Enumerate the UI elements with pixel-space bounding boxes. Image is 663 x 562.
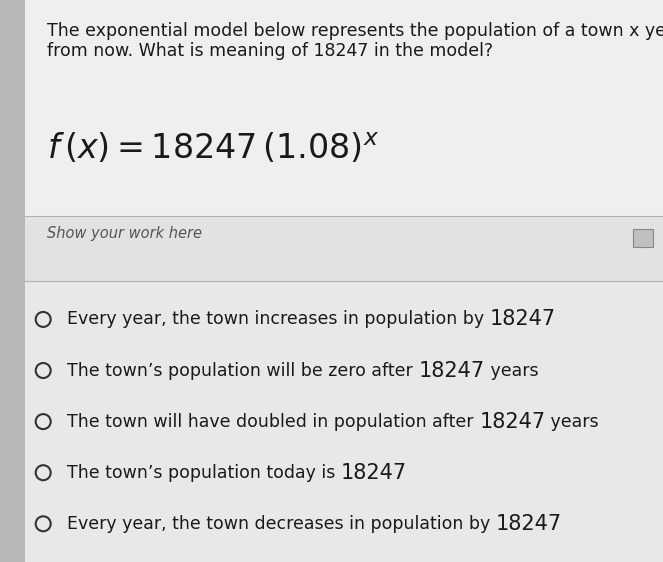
Text: years: years [546, 413, 599, 430]
Text: The town’s population will be zero after: The town’s population will be zero after [67, 361, 418, 379]
Text: Every year, the town increases in population by: Every year, the town increases in popula… [67, 310, 490, 328]
Text: Every year, the town decreases in population by: Every year, the town decreases in popula… [67, 515, 496, 533]
Bar [0, 0, 25, 562]
Text: The exponential model below represents the population of a town x years: The exponential model below represents t… [47, 22, 663, 40]
Text: $f\,(x) = 18247\,(1.08)^{x}$: $f\,(x) = 18247\,(1.08)^{x}$ [47, 131, 379, 166]
Text: The town’s population today is: The town’s population today is [67, 464, 341, 482]
Text: 18247: 18247 [418, 360, 485, 380]
Text: 18247: 18247 [341, 463, 407, 483]
Text: The town will have doubled in population after: The town will have doubled in population… [67, 413, 479, 430]
Text: Show your work here: Show your work here [47, 226, 202, 241]
Bar [25, 0, 663, 216]
Text: 18247: 18247 [496, 514, 562, 534]
Text: years: years [485, 361, 538, 379]
Text: 18247: 18247 [490, 310, 556, 329]
Bar [25, 281, 663, 562]
Text: from now. What is meaning of 18247 in the model?: from now. What is meaning of 18247 in th… [47, 42, 493, 60]
Bar [25, 216, 663, 281]
Bar [633, 229, 653, 247]
Text: 18247: 18247 [479, 411, 546, 432]
